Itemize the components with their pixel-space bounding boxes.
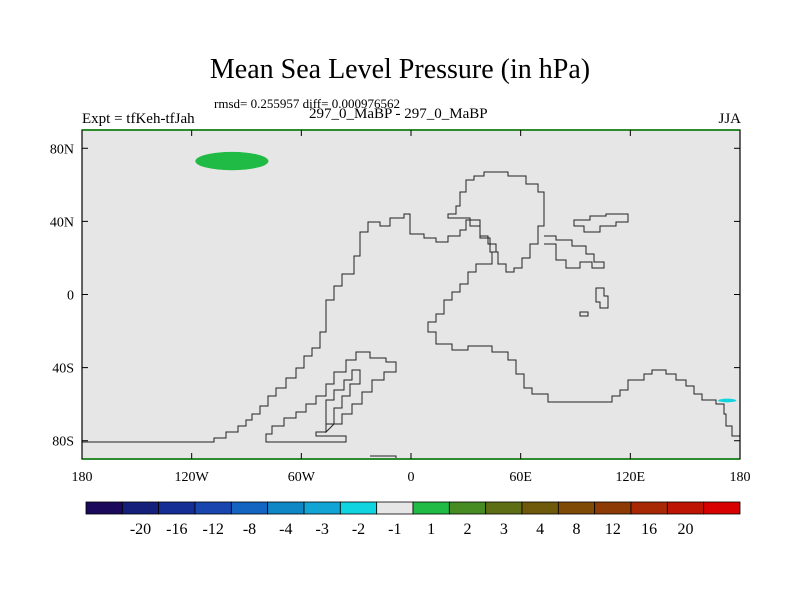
colorbar-box-17: [703, 501, 741, 515]
coastline-south-america: [265, 351, 397, 443]
colorbar-box-15: [630, 501, 668, 515]
y-tick-label-0: 80N: [50, 142, 74, 157]
colorbar-box-2: [158, 501, 196, 515]
colorbar-label-10: 3: [500, 521, 508, 538]
colorbar-box-8: [376, 501, 414, 515]
x-tick-label-5: 120E: [616, 470, 646, 485]
colorbar-label-4: -4: [279, 521, 292, 538]
colorbar-label-8: 1: [427, 521, 435, 538]
colorbar-label-3: -8: [243, 521, 256, 538]
colorbar-label-11: 4: [536, 521, 544, 538]
chart-title: Mean Sea Level Pressure (in hPa): [209, 54, 591, 85]
colorbar-box-10: [448, 501, 487, 515]
colorbar-box-3: [194, 501, 232, 515]
colorbar-box-6: [303, 501, 341, 515]
x-tick-label-0: 180: [72, 470, 93, 485]
axis-ticks: 180 120W 60W 0 60E 120E 180 80N 40N 0 40S 80S: [50, 130, 751, 485]
y-tick-label-4: 80S: [52, 435, 74, 450]
colorbar-label-1: -16: [166, 521, 187, 538]
anomaly-region-0: [195, 151, 269, 171]
y-tick-label-1: 40N: [50, 215, 74, 230]
colorbar-label-9: 2: [464, 521, 472, 538]
map-background: [82, 130, 740, 459]
colorbar-box-5: [267, 501, 305, 515]
colorbar-box-11: [485, 501, 523, 515]
x-tick-label-4: 60E: [509, 470, 532, 485]
colorbar-box-0: [85, 501, 123, 515]
anomaly-layer: [195, 151, 737, 403]
colorbar-box-16: [666, 501, 705, 515]
coastline-islands-a: [595, 287, 609, 309]
x-tick-label-6: 180: [730, 470, 751, 485]
anomaly-region-1: [718, 398, 737, 403]
y-tick-label-2: 0: [67, 289, 74, 304]
colorbar-box-12: [521, 501, 559, 515]
colorbar-box-4: [230, 501, 269, 515]
colorbar-label-7: -1: [388, 521, 401, 538]
experiment-label: Expt = tfKeh-tfJah: [82, 111, 195, 127]
colorbar-box-9: [412, 501, 450, 515]
comparison-label: 297_0_MaBP - 297_0_MaBP: [309, 106, 488, 122]
colorbar-label-6: -2: [352, 521, 365, 538]
colorbar-box-1: [121, 501, 160, 515]
colorbar-label-0: -20: [130, 521, 151, 538]
colorbar-box-7: [339, 501, 378, 515]
colorbar-label-2: -12: [203, 521, 224, 538]
stats-text: rmsd= 0.255957 diff= 0.000976562: [214, 96, 400, 111]
x-tick-label-2: 60W: [288, 470, 316, 485]
colorbar-label-14: 16: [641, 521, 657, 538]
coastline-eurasia: [447, 171, 545, 273]
coastline-siberia: [573, 213, 629, 233]
colorbar-label-5: -3: [316, 521, 329, 538]
y-tick-label-3: 40S: [52, 362, 74, 377]
x-tick-label-3: 0: [408, 470, 415, 485]
colorbar-label-12: 8: [573, 521, 581, 538]
coastline-islands-b: [579, 311, 589, 317]
coastline-atlantic-island: [325, 369, 361, 434]
colorbar-label-13: 12: [605, 521, 621, 538]
colorbar-box-14: [594, 501, 632, 515]
colorbar: -20 -16 -12 -8 -4 -3 -2 -1 1 2 3 4 8 12 16 20: [85, 501, 741, 538]
coastline-asia-east: [544, 235, 605, 269]
colorbar-box-13: [557, 501, 596, 515]
season-label: JJA: [718, 111, 741, 127]
x-tick-label-1: 120W: [175, 470, 210, 485]
colorbar-label-15: 20: [678, 521, 694, 538]
